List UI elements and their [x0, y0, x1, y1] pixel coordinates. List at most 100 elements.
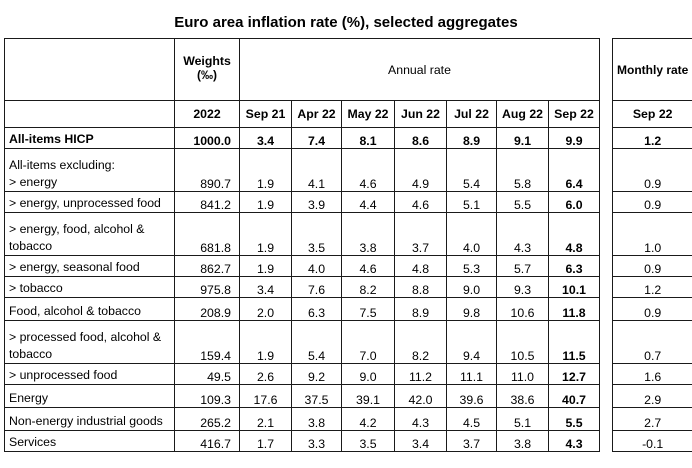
table-row: > tobacco 975.8 3.4 7.6 8.2 8.8 9.0 9.3 10.1 — [4, 276, 600, 298]
rate-cell: 37.5 — [291, 384, 342, 408]
weight-cell: 841.2 — [174, 191, 240, 213]
rate-cell: 38.6 — [496, 384, 549, 408]
rate-cell: 8.6 — [394, 127, 447, 149]
header-empty-cell — [4, 100, 175, 128]
monthly-rate-cell: 0.9 — [611, 148, 692, 192]
row-label-cell: Services — [4, 430, 175, 452]
rate-cell: 4.2 — [341, 407, 395, 431]
monthly-row: 0.9 — [611, 297, 692, 321]
monthly-rate-cell: 0.9 — [611, 255, 692, 277]
header-empty-cell — [4, 38, 175, 101]
month-header: Sep 22 — [548, 100, 600, 128]
rate-cell: 4.6 — [341, 255, 395, 277]
rate-cell: 2.0 — [239, 297, 292, 321]
table-row: > processed food, alcohol & tobacco 159.4… — [4, 320, 600, 364]
rate-cell: 4.8 — [394, 255, 447, 277]
rate-cell: 4.4 — [341, 191, 395, 213]
monthly-row: 0.9 — [611, 148, 692, 192]
rate-cell: 3.7 — [394, 212, 447, 256]
annual-rate-header: Annual rate — [239, 38, 600, 101]
rate-cell: 3.8 — [291, 407, 342, 431]
rate-cell: 5.5 — [496, 191, 549, 213]
rate-cell: 5.4 — [291, 320, 342, 364]
monthly-rate-cell: 1.2 — [611, 127, 692, 149]
rate-cell: 4.9 — [394, 148, 447, 192]
monthly-row: 2.9 — [611, 384, 692, 408]
rate-cell: 3.8 — [341, 212, 395, 256]
rate-cell: 3.7 — [446, 430, 497, 452]
monthly-rate-cell: 1.6 — [611, 363, 692, 385]
rate-cell: 5.1 — [496, 407, 549, 431]
rate-cell: 9.8 — [446, 297, 497, 321]
latest-rate-cell: 5.5 — [548, 407, 600, 431]
rate-cell: 3.4 — [394, 430, 447, 452]
rate-cell: 8.2 — [341, 276, 395, 298]
rate-cell: 17.6 — [239, 384, 292, 408]
table-row: > energy, food, alcohol & tobacco 681.8 1.… — [4, 212, 600, 256]
rate-cell: 3.4 — [239, 127, 292, 149]
rate-cell: 4.3 — [496, 212, 549, 256]
table-row: > unprocessed food 49.5 2.6 9.2 9.0 11.2 11.1 1… — [4, 363, 600, 385]
rate-cell: 4.3 — [394, 407, 447, 431]
row-label: > energy, unprocessed food — [9, 196, 161, 210]
rate-cell: 9.4 — [446, 320, 497, 364]
monthly-row: 1.0 — [611, 212, 692, 256]
rate-cell: 9.0 — [446, 276, 497, 298]
row-label: Services — [9, 435, 57, 449]
weight-cell: 109.3 — [174, 384, 240, 408]
monthly-rate-cell: 2.9 — [611, 384, 692, 408]
monthly-month-row: Sep 22 — [611, 100, 692, 128]
month-header: Sep 21 — [239, 100, 292, 128]
row-label: > energy, food, alcohol & tobacco — [9, 222, 145, 253]
latest-rate-cell: 11.8 — [548, 297, 600, 321]
weight-cell: 265.2 — [174, 407, 240, 431]
row-label: > energy, seasonal food — [9, 260, 140, 274]
rate-cell: 4.6 — [394, 191, 447, 213]
header-row-top: Weights (‰) Annual rate — [4, 38, 600, 101]
latest-rate-cell: 4.3 — [548, 430, 600, 452]
row-label-cell: All-items HICP — [4, 127, 175, 149]
table-row: > energy, unprocessed food 841.2 1.9 3.9 4.4… — [4, 191, 600, 213]
monthly-rate-header: Monthly rate — [611, 38, 692, 101]
row-label: Non-energy industrial goods — [9, 414, 163, 428]
rate-cell: 3.4 — [239, 276, 292, 298]
rate-cell: 9.1 — [496, 127, 549, 149]
rate-cell: 6.3 — [291, 297, 342, 321]
rate-cell: 3.5 — [291, 212, 342, 256]
monthly-row: 0.9 — [611, 255, 692, 277]
latest-rate-cell: 12.7 — [548, 363, 600, 385]
rate-cell: 1.9 — [239, 255, 292, 277]
monthly-rate-cell: 1.0 — [611, 212, 692, 256]
rate-cell: 7.5 — [341, 297, 395, 321]
rate-cell: 5.3 — [446, 255, 497, 277]
monthly-row: 0.7 — [611, 320, 692, 364]
monthly-rate-table: Monthly rate Sep 22 1.2 0.9 0.9 1.0 0.9 1.2 0.… — [611, 38, 692, 452]
latest-rate-cell: 6.3 — [548, 255, 600, 277]
rate-cell: 9.2 — [291, 363, 342, 385]
annual-rate-table: Weights (‰) Annual rate 2022 Sep 21 Apr … — [4, 38, 600, 452]
rate-cell: 3.5 — [341, 430, 395, 452]
row-label-cell: Food, alcohol & tobacco — [4, 297, 175, 321]
row-label-cell: All-items excluding: > energy — [4, 148, 175, 192]
monthly-rate-cell: 1.2 — [611, 276, 692, 298]
table-row: All-items HICP 1000.0 3.4 7.4 8.1 8.6 8.9 9.1 9.… — [4, 127, 600, 149]
rate-cell: 8.1 — [341, 127, 395, 149]
table-row: > energy, seasonal food 862.7 1.9 4.0 4.6 4.8… — [4, 255, 600, 277]
rate-cell: 2.1 — [239, 407, 292, 431]
monthly-month-header: Sep 22 — [611, 100, 692, 128]
month-header: Jun 22 — [394, 100, 447, 128]
row-label: Energy — [9, 391, 48, 405]
row-label: Food, alcohol & tobacco — [9, 304, 141, 318]
weight-cell: 975.8 — [174, 276, 240, 298]
row-label: All-items HICP — [9, 132, 94, 146]
month-header: Jul 22 — [446, 100, 497, 128]
monthly-row: 0.9 — [611, 191, 692, 213]
rate-cell: 3.8 — [496, 430, 549, 452]
row-label: > unprocessed food — [9, 368, 118, 382]
rate-cell: 7.6 — [291, 276, 342, 298]
monthly-row: 1.6 — [611, 363, 692, 385]
rate-cell: 9.0 — [341, 363, 395, 385]
row-label-cell: > energy, unprocessed food — [4, 191, 175, 213]
latest-rate-cell: 6.4 — [548, 148, 600, 192]
monthly-row: 1.2 — [611, 276, 692, 298]
